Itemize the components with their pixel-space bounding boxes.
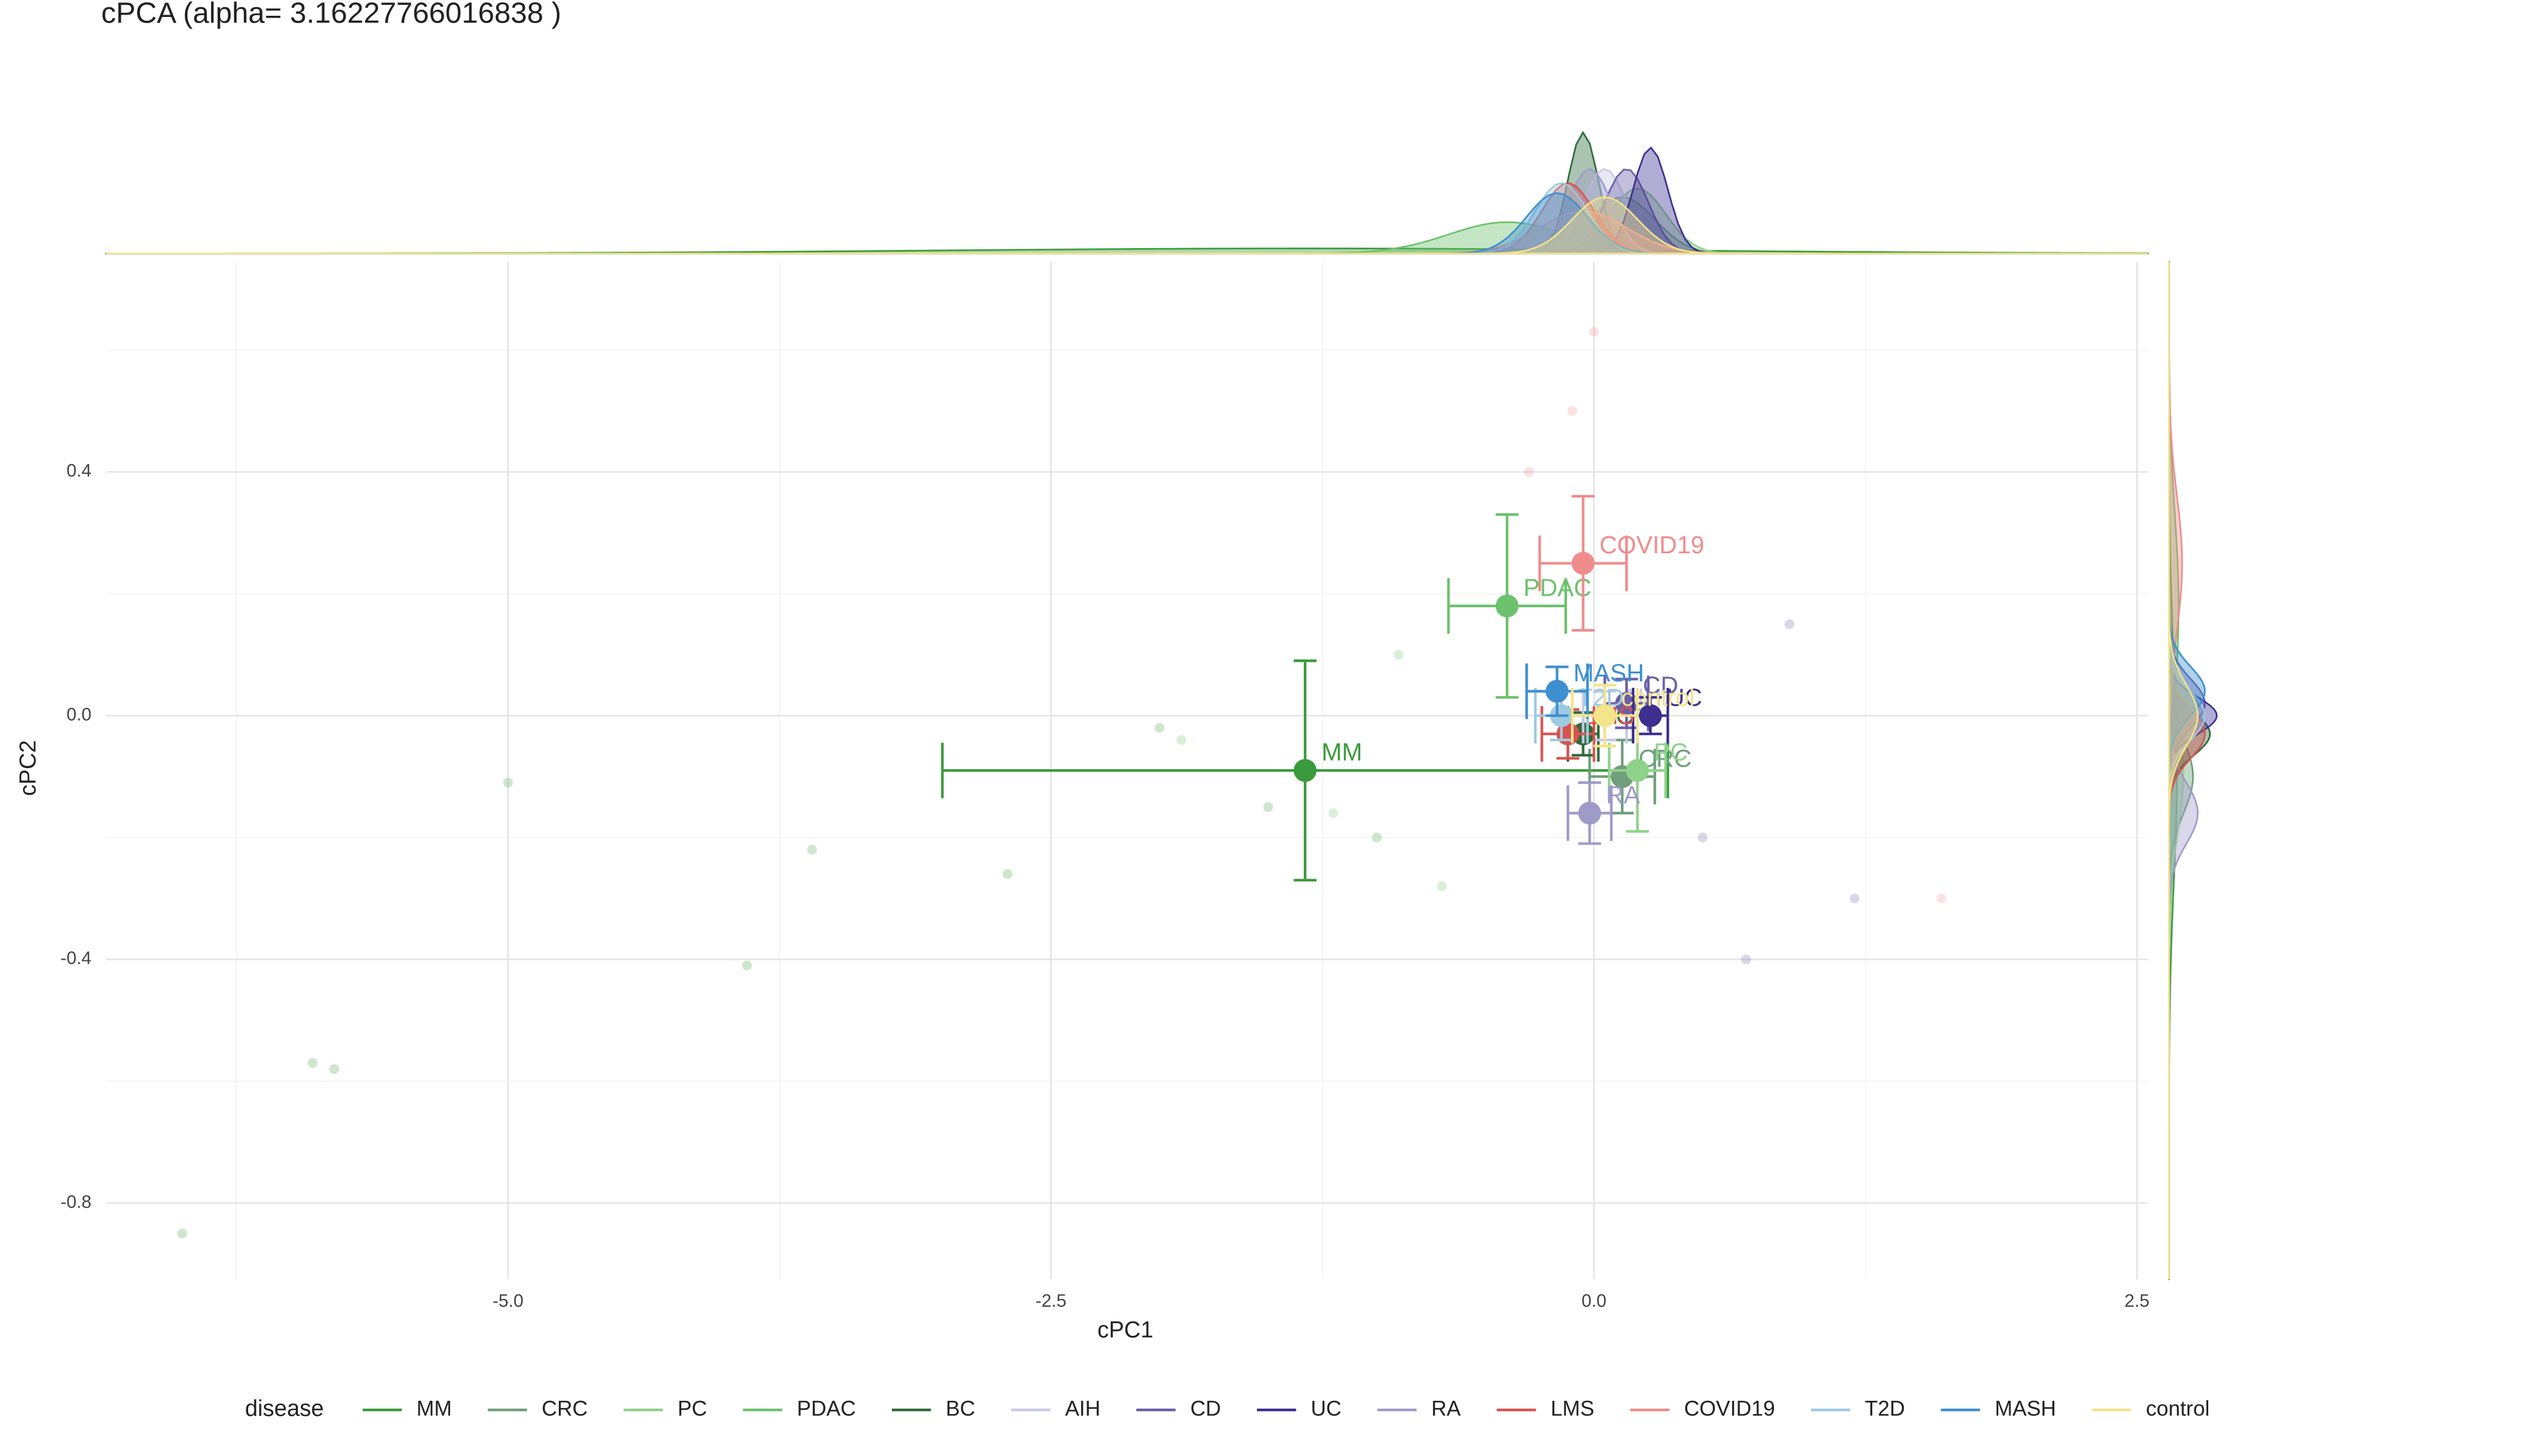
centroid <box>1639 704 1662 727</box>
sample-point <box>503 778 513 788</box>
sample-point <box>1523 467 1534 477</box>
sample-point <box>1567 406 1577 416</box>
group-label: MM <box>1321 738 1362 766</box>
legend-label: AIH <box>1065 1397 1100 1420</box>
group-label: MASH <box>1573 659 1644 687</box>
sample-point <box>308 1058 318 1068</box>
chart-title: cPCA (alpha= 3.16227766016838 ) <box>101 0 561 30</box>
sample-point <box>1372 832 1382 843</box>
sample-point <box>1849 893 1860 903</box>
x-density <box>106 210 2148 255</box>
group-label: control <box>1621 683 1694 711</box>
legend-label: control <box>2146 1397 2209 1420</box>
x-density <box>106 196 2148 255</box>
sample-point <box>1784 619 1795 630</box>
legend-label: COVID19 <box>1684 1397 1775 1420</box>
x-tick-label: -5.0 <box>493 1291 524 1311</box>
sample-point <box>1176 735 1187 745</box>
centroid <box>1495 594 1519 618</box>
centroid <box>1578 801 1602 825</box>
y-tick-label: 0.0 <box>67 704 92 724</box>
legend-label: RA <box>1431 1397 1461 1420</box>
centroid <box>1626 759 1649 782</box>
x-tick-label: -2.5 <box>1036 1291 1067 1311</box>
legend-label: MASH <box>1995 1397 2056 1420</box>
group-label: CD <box>1643 671 1678 699</box>
sample-point <box>329 1064 339 1074</box>
legend-label: LMS <box>1551 1397 1594 1420</box>
sample-point <box>742 960 752 971</box>
y-density <box>2168 261 2199 1279</box>
centroid <box>1571 551 1595 575</box>
sample-point <box>807 844 817 855</box>
group-label: UC <box>1667 683 1702 711</box>
group-label: COVID19 <box>1599 531 1704 559</box>
legend-label: T2D <box>1865 1397 1905 1420</box>
x-density <box>106 192 2148 255</box>
legend-label: BC <box>946 1397 976 1420</box>
x-density <box>106 182 2148 255</box>
sample-point <box>1936 893 1947 903</box>
legend-label: PDAC <box>797 1397 856 1420</box>
x-axis-label: cPC1 <box>1097 1317 1153 1343</box>
sample-point <box>1697 832 1708 843</box>
legend-label: CD <box>1190 1397 1221 1420</box>
centroid <box>1593 704 1617 727</box>
centroid <box>1545 679 1569 703</box>
sample-point <box>1741 954 1751 965</box>
x-tick-label: 2.5 <box>2125 1291 2149 1311</box>
x-density <box>106 130 2148 255</box>
sample-point <box>1437 881 1447 891</box>
x-density <box>106 187 2148 255</box>
legend-title: disease <box>245 1395 324 1421</box>
sample-point <box>1328 808 1338 818</box>
y-axis-label: cPC2 <box>15 740 40 796</box>
legend-label: CRC <box>542 1397 588 1420</box>
legend-label: UC <box>1311 1397 1342 1420</box>
sample-point <box>1154 723 1165 733</box>
sample-point <box>1589 326 1599 337</box>
x-density <box>106 196 2148 255</box>
x-density <box>106 182 2148 255</box>
group-label: RA <box>1606 781 1640 809</box>
sample-point <box>1263 802 1273 812</box>
sample-point <box>177 1228 187 1239</box>
legend-label: MM <box>417 1397 452 1420</box>
y-tick-label: -0.4 <box>61 948 92 968</box>
group-label: PDAC <box>1523 574 1591 602</box>
centroid <box>1293 759 1317 782</box>
x-density <box>106 168 2148 255</box>
y-tick-label: -0.8 <box>61 1192 92 1212</box>
sample-point <box>1394 650 1404 660</box>
x-density <box>106 168 2148 255</box>
legend-label: PC <box>678 1397 707 1420</box>
x-tick-label: 0.0 <box>1582 1291 1606 1311</box>
y-tick-label: 0.4 <box>67 461 92 481</box>
sample-point <box>1002 869 1013 879</box>
x-density <box>106 167 2148 255</box>
x-density <box>106 146 2148 255</box>
group-label: PC <box>1654 738 1688 766</box>
